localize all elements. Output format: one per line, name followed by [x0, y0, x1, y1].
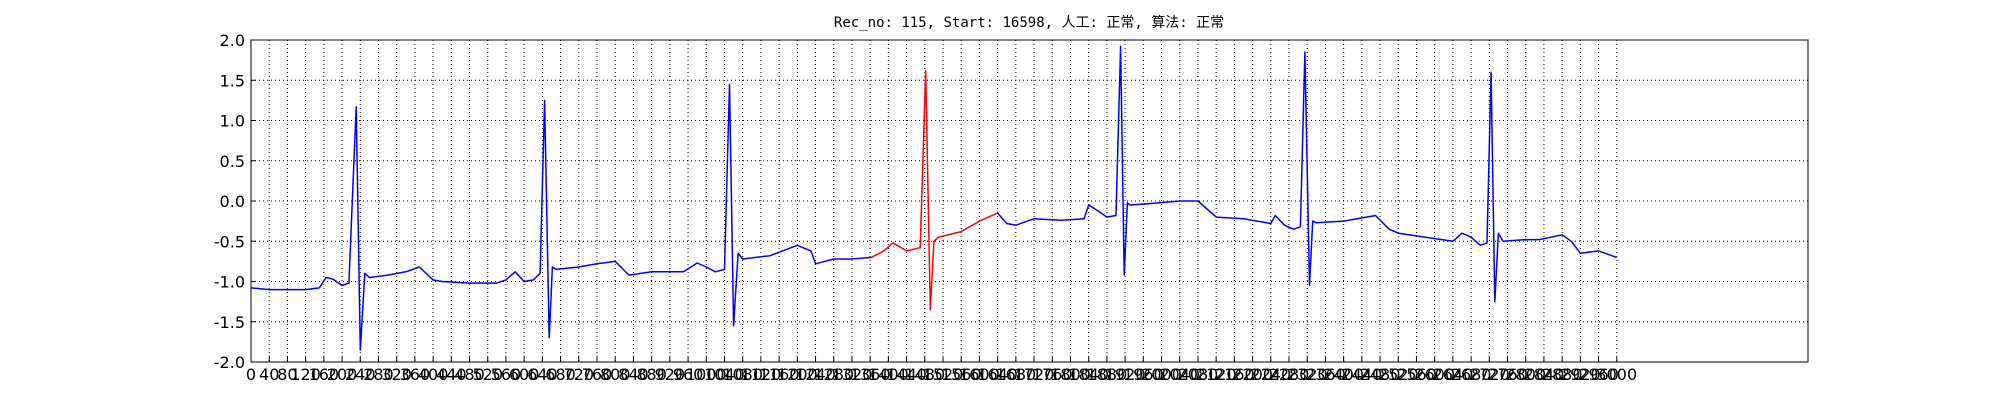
x-tick-label: 800 [600, 365, 631, 384]
x-tick-label: 2360 [1305, 365, 1346, 384]
y-tick-label: 1.0 [220, 112, 245, 131]
x-tick-label: 2240 [1250, 365, 1291, 384]
y-tick-label: -1.0 [214, 273, 245, 292]
y-tick-label: 0.5 [220, 152, 245, 171]
x-tick-label: 2680 [1451, 365, 1492, 384]
x-tick-label: 1360 [850, 365, 891, 384]
x-tick-label: 2040 [1159, 365, 1200, 384]
x-tick-label: 2800 [1505, 365, 1546, 384]
x-tick-label: 280 [363, 365, 394, 384]
x-tick-label: 1120 [741, 365, 782, 384]
x-tick-label: 1320 [832, 365, 873, 384]
x-tick-label: 2960 [1578, 365, 1619, 384]
x-tick-label: 120 [290, 365, 321, 384]
x-tick-label: 2440 [1341, 365, 1382, 384]
x-tick-label: 240 [345, 365, 376, 384]
signal-line [997, 45, 1618, 303]
x-tick-label: 840 [618, 365, 649, 384]
x-tick-label: 720 [564, 365, 595, 384]
x-tick-label: 1920 [1105, 365, 1146, 384]
x-tick-label: 2760 [1487, 365, 1528, 384]
x-tick-label: 2600 [1414, 365, 1455, 384]
x-tick-label: 2120 [1196, 365, 1237, 384]
x-tick-label: 2640 [1433, 365, 1474, 384]
y-tick-label: -0.5 [214, 232, 245, 251]
x-tick-label: 40 [259, 365, 279, 384]
x-tick-label: 2560 [1396, 365, 1437, 384]
x-tick-label: 440 [436, 365, 467, 384]
x-tick-label: 1840 [1068, 365, 1109, 384]
y-tick-label: 1.5 [220, 71, 245, 90]
x-tick-label: 520 [472, 365, 503, 384]
x-tick-label: 960 [673, 365, 704, 384]
x-tick-label: 1880 [1087, 365, 1128, 384]
x-tick-label: 1800 [1050, 365, 1091, 384]
x-tick-label: 200 [327, 365, 358, 384]
x-tick-label: 2200 [1232, 365, 1273, 384]
x-tick-label: 2400 [1323, 365, 1364, 384]
x-tick-label: 2080 [1178, 365, 1219, 384]
x-tick-label: 0 [246, 365, 256, 384]
x-tick-label: 1960 [1123, 365, 1164, 384]
x-tick-label: 1160 [759, 365, 800, 384]
x-tick-label: 1680 [995, 365, 1036, 384]
y-tick-label: 2.0 [220, 31, 245, 50]
signal-line [250, 83, 872, 351]
y-tick-label: -1.5 [214, 313, 245, 332]
x-tick-label: 2000 [1141, 365, 1182, 384]
x-tick-label: 2480 [1360, 365, 1401, 384]
x-tick-label: 2320 [1287, 365, 1328, 384]
x-tick-label: 1560 [941, 365, 982, 384]
x-tick-label: 480 [454, 365, 485, 384]
x-tick-label: 2920 [1560, 365, 1601, 384]
chart-title: Rec_no: 115, Start: 16598, 人工: 正常, 算法: 正… [834, 15, 1224, 31]
x-tick-label: 680 [545, 365, 576, 384]
x-tick-label: 400 [418, 365, 449, 384]
x-tick-label: 2520 [1378, 365, 1419, 384]
x-tick-label: 80 [277, 365, 297, 384]
x-tick-label: 1000 [686, 365, 727, 384]
x-tick-label: 1080 [722, 365, 763, 384]
x-tick-label: 1480 [904, 365, 945, 384]
x-tick-label: 2280 [1269, 365, 1310, 384]
x-tick-label: 600 [509, 365, 540, 384]
x-tick-label: 1040 [704, 365, 745, 384]
x-tick-label: 560 [491, 365, 522, 384]
x-tick-label: 2840 [1524, 365, 1565, 384]
signal-line [871, 69, 998, 311]
x-tick-label: 1640 [977, 365, 1018, 384]
x-tick-label: 920 [655, 365, 686, 384]
x-tick-label: 760 [582, 365, 613, 384]
x-tick-label: 1520 [923, 365, 964, 384]
x-tick-label: 1280 [813, 365, 854, 384]
x-tick-label: 1440 [886, 365, 927, 384]
x-tick-label: 1760 [1032, 365, 1073, 384]
x-tick-label: 2880 [1542, 365, 1583, 384]
x-tick-label: 1720 [1014, 365, 1055, 384]
x-tick-label: 2160 [1214, 365, 1255, 384]
x-tick-label: 880 [636, 365, 667, 384]
x-tick-label: 1200 [777, 365, 818, 384]
x-tick-label: 1240 [795, 365, 836, 384]
x-tick-label: 2720 [1469, 365, 1510, 384]
x-tick-label: 1600 [959, 365, 1000, 384]
y-tick-label: 0.0 [220, 192, 245, 211]
x-tick-label: 1400 [868, 365, 909, 384]
x-tick-label: 3000 [1596, 365, 1637, 384]
x-tick-label: 320 [381, 365, 412, 384]
plot-frame [250, 39, 1809, 363]
x-tick-label: 640 [527, 365, 558, 384]
x-tick-label: 160 [309, 365, 340, 384]
x-tick-label: 360 [400, 365, 431, 384]
y-tick-label: -2.0 [214, 353, 245, 372]
